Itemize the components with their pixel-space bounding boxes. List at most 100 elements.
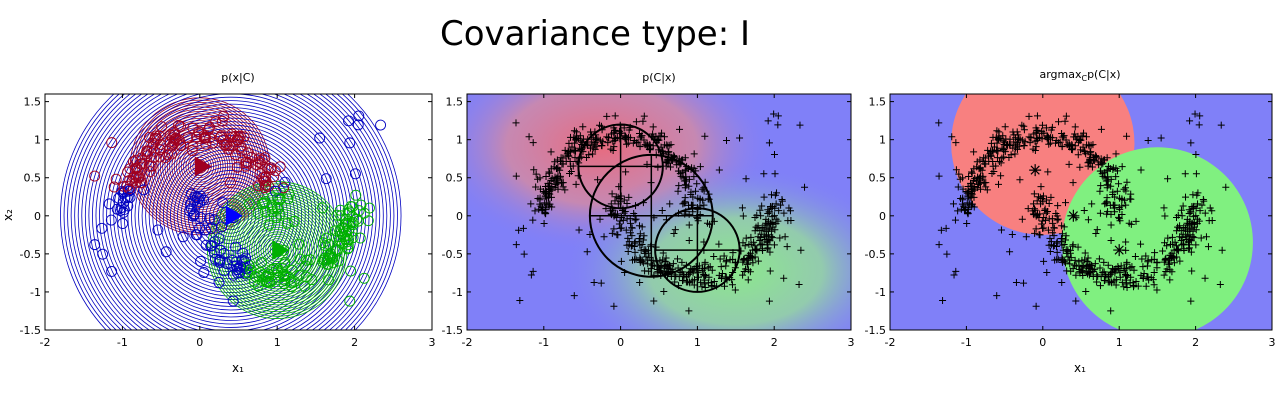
data-point bbox=[1031, 205, 1038, 213]
data-point bbox=[128, 171, 140, 183]
data-point bbox=[1024, 205, 1032, 213]
data-point bbox=[638, 257, 646, 265]
data-point bbox=[710, 277, 718, 285]
data-point bbox=[278, 269, 290, 280]
data-point bbox=[113, 192, 125, 204]
data-point bbox=[512, 172, 520, 180]
data-point bbox=[797, 246, 805, 254]
data-point bbox=[1051, 256, 1059, 264]
data-point bbox=[330, 244, 341, 256]
data-point bbox=[700, 265, 708, 273]
data-point bbox=[997, 159, 1005, 167]
data-point bbox=[646, 146, 654, 154]
density-contour bbox=[177, 163, 285, 269]
data-point bbox=[662, 254, 670, 262]
data-point bbox=[119, 192, 131, 204]
data-point bbox=[1058, 222, 1066, 230]
tick-labels-right: -2 -1 0 1 2 3 1.5 1 0.5 0 -0.5 -1 -1.5 bbox=[865, 94, 1276, 349]
data-point bbox=[765, 297, 773, 305]
data-point bbox=[717, 263, 725, 271]
data-point bbox=[1186, 117, 1194, 125]
data-point bbox=[175, 140, 187, 152]
data-point bbox=[1192, 241, 1200, 249]
data-point bbox=[1063, 249, 1071, 257]
data-point bbox=[964, 209, 972, 217]
data-point bbox=[89, 170, 101, 182]
data-point bbox=[1099, 269, 1107, 277]
data-point bbox=[319, 240, 331, 252]
data-point bbox=[186, 145, 198, 156]
data-point bbox=[259, 152, 271, 164]
data-point bbox=[1107, 182, 1115, 190]
data-point bbox=[1161, 212, 1169, 220]
data-point bbox=[1044, 132, 1052, 140]
data-point bbox=[150, 130, 161, 142]
data-point bbox=[123, 183, 135, 195]
data-point bbox=[547, 165, 555, 173]
data-point bbox=[760, 170, 768, 178]
data-point bbox=[1153, 264, 1161, 272]
data-point bbox=[675, 273, 683, 281]
data-point bbox=[571, 147, 579, 155]
data-point bbox=[96, 222, 108, 234]
data-point bbox=[1087, 261, 1095, 269]
data-point bbox=[636, 235, 644, 243]
data-point bbox=[1104, 173, 1112, 181]
data-point bbox=[979, 157, 987, 165]
data-point bbox=[1025, 112, 1033, 120]
data-point bbox=[1018, 121, 1026, 129]
data-point bbox=[624, 133, 632, 141]
data-point bbox=[279, 176, 291, 188]
data-point bbox=[935, 172, 943, 180]
data-point bbox=[1151, 249, 1159, 257]
data-point bbox=[1062, 232, 1070, 240]
data-point bbox=[1058, 235, 1066, 243]
data-point bbox=[721, 282, 729, 290]
data-point bbox=[1062, 236, 1069, 244]
data-point bbox=[1100, 268, 1108, 276]
data-point bbox=[961, 205, 969, 213]
data-point bbox=[658, 206, 666, 214]
data-point bbox=[608, 229, 616, 237]
data-point bbox=[624, 247, 632, 255]
data-point bbox=[110, 173, 122, 185]
data-point bbox=[152, 224, 164, 236]
y-tick-label: -1.5 bbox=[865, 324, 886, 337]
data-point bbox=[754, 257, 762, 265]
data-point bbox=[267, 191, 279, 203]
density-contour bbox=[159, 127, 240, 206]
data-point bbox=[1038, 217, 1046, 225]
data-point bbox=[994, 147, 1002, 155]
data-point bbox=[532, 183, 540, 191]
data-point bbox=[649, 130, 657, 138]
component-mean-star bbox=[1067, 209, 1080, 222]
data-point bbox=[700, 270, 708, 278]
data-point bbox=[583, 248, 591, 256]
data-point bbox=[756, 237, 764, 245]
data-point bbox=[766, 267, 774, 275]
data-point bbox=[324, 252, 336, 264]
data-point bbox=[1050, 242, 1058, 250]
data-point bbox=[527, 200, 535, 208]
data-point bbox=[638, 132, 646, 140]
y-tick-label: -0.5 bbox=[442, 248, 463, 261]
data-point bbox=[1049, 229, 1057, 237]
data-point bbox=[1170, 259, 1178, 267]
data-point bbox=[235, 141, 247, 153]
y-tick-label: 1.5 bbox=[869, 96, 887, 109]
data-point bbox=[1137, 240, 1145, 248]
y-tick-label: 1 bbox=[879, 134, 886, 147]
data-point bbox=[615, 220, 623, 228]
data-point bbox=[1112, 150, 1120, 158]
data-point bbox=[1104, 261, 1112, 269]
data-point bbox=[634, 138, 642, 146]
data-point bbox=[1166, 266, 1174, 274]
data-point bbox=[1106, 201, 1114, 209]
data-point bbox=[751, 246, 759, 254]
data-point bbox=[1083, 258, 1091, 266]
data-point bbox=[1067, 267, 1075, 275]
data-point bbox=[728, 281, 736, 289]
title-subscript: C bbox=[1081, 74, 1087, 83]
data-point bbox=[314, 132, 326, 144]
data-point bbox=[1201, 209, 1209, 217]
